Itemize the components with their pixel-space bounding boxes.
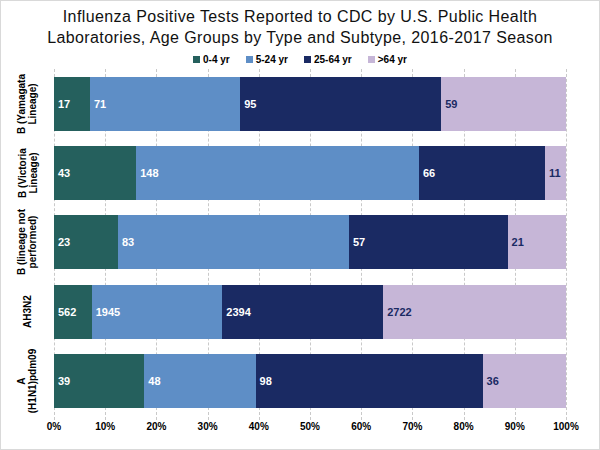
bar-segment: 39 — [54, 354, 144, 408]
y-axis-label: B (Victoria Lineage) — [17, 148, 39, 198]
legend-label: >64 yr — [378, 54, 407, 65]
legend-item: 5-24 yr — [246, 54, 288, 65]
bar-segment-value: 1945 — [92, 306, 120, 318]
x-axis: 0%10%20%30%40%50%60%70%80%90%100% — [54, 421, 566, 437]
bar-segment: 17 — [54, 77, 90, 131]
x-axis-tick-label: 10% — [95, 421, 115, 432]
bar-segment: 11 — [545, 146, 566, 200]
y-axis-label: AH3N2 — [22, 295, 33, 328]
bar-segment-value: 39 — [54, 375, 70, 387]
y-axis-labels: B (Yamagata Lineage) B (Victoria Lineage)… — [1, 69, 54, 416]
bar-segment-value: 71 — [90, 98, 106, 110]
bar-segment-value: 148 — [136, 167, 158, 179]
bar-segment: 21 — [508, 215, 566, 269]
legend-item: 25-64 yr — [304, 54, 352, 65]
plot: 17 71 95 59 43 148 66 11 23 83 57 21 562 1945 2394 2722… — [54, 69, 566, 416]
bar-row: 43 148 66 11 — [54, 138, 566, 207]
legend-swatch-icon — [304, 56, 311, 63]
bar-segment-value: 95 — [240, 98, 256, 110]
bar-segment: 66 — [419, 146, 545, 200]
x-axis-tick-label: 80% — [454, 421, 474, 432]
legend-swatch-icon — [246, 56, 253, 63]
bar-segment-value: 48 — [144, 375, 160, 387]
legend-swatch-icon — [193, 56, 200, 63]
bar-segment: 95 — [240, 77, 441, 131]
bar-row: 39 48 98 36 — [54, 347, 566, 416]
y-axis-label: A (H1N1)pdm09 — [17, 349, 39, 413]
x-axis-tick-label: 50% — [300, 421, 320, 432]
bar-segment-value: 36 — [483, 375, 499, 387]
bar-row: 23 83 57 21 — [54, 208, 566, 277]
x-axis-tick-label: 90% — [505, 421, 525, 432]
stacked-bar: 39 48 98 36 — [54, 354, 566, 408]
chart-title-line1: Influenza Positive Tests Reported to CDC… — [1, 6, 599, 27]
x-axis-tick-label: 70% — [402, 421, 422, 432]
bar-segment-value: 2722 — [383, 306, 411, 318]
bar-segment-value: 83 — [118, 236, 134, 248]
bar-segment-value: 57 — [349, 236, 365, 248]
chart-figure: Influenza Positive Tests Reported to CDC… — [0, 0, 600, 450]
legend-label: 25-64 yr — [314, 54, 352, 65]
bar-segment-value: 43 — [54, 167, 70, 179]
y-axis-label-cell: A (H1N1)pdm09 — [1, 347, 54, 416]
y-axis-label-cell: AH3N2 — [1, 277, 54, 346]
bar-segment-value: 98 — [256, 375, 272, 387]
y-axis-label-cell: B (Yamagata Lineage) — [1, 69, 54, 138]
plot-area: B (Yamagata Lineage) B (Victoria Lineage)… — [1, 69, 600, 416]
y-axis-label-cell: B (lineage not performed) — [1, 208, 54, 277]
bar-segment: 23 — [54, 215, 118, 269]
bar-segment-value: 562 — [54, 306, 76, 318]
bar-segment: 43 — [54, 146, 136, 200]
bar-segment-value: 23 — [54, 236, 70, 248]
bar-segment: 2394 — [222, 285, 383, 339]
bar-segment: 36 — [483, 354, 566, 408]
bar-segment: 2722 — [383, 285, 566, 339]
bar-segment: 71 — [90, 77, 240, 131]
legend-swatch-icon — [368, 56, 375, 63]
bar-segment: 562 — [54, 285, 92, 339]
bar-segment-value: 17 — [54, 98, 70, 110]
bar-row: 562 1945 2394 2722 — [54, 277, 566, 346]
y-axis-label-cell: B (Victoria Lineage) — [1, 138, 54, 207]
chart-title-line2: Laboratories, Age Groups by Type and Sub… — [1, 27, 599, 48]
x-axis-tick-label: 100% — [553, 421, 579, 432]
bar-segment-value: 2394 — [222, 306, 250, 318]
bar-segment: 48 — [144, 354, 255, 408]
bar-segment: 57 — [349, 215, 508, 269]
legend-label: 0-4 yr — [203, 54, 230, 65]
y-axis-label: B (Yamagata Lineage) — [17, 74, 39, 134]
bar-segment: 98 — [256, 354, 483, 408]
x-axis-tick-label: 60% — [351, 421, 371, 432]
legend-item: 0-4 yr — [193, 54, 230, 65]
bar-row: 17 71 95 59 — [54, 69, 566, 138]
bar-segment-value: 59 — [441, 98, 457, 110]
stacked-bar: 562 1945 2394 2722 — [54, 285, 566, 339]
bar-segment: 59 — [441, 77, 566, 131]
bar-segment: 83 — [118, 215, 349, 269]
legend-item: >64 yr — [368, 54, 407, 65]
chart-title: Influenza Positive Tests Reported to CDC… — [1, 6, 599, 48]
x-axis-tick-label: 0% — [47, 421, 61, 432]
bar-segment-value: 21 — [508, 236, 524, 248]
x-axis-tick-label: 20% — [146, 421, 166, 432]
legend: 0-4 yr 5-24 yr 25-64 yr >64 yr — [1, 53, 599, 65]
gridline — [566, 69, 567, 420]
stacked-bar: 43 148 66 11 — [54, 146, 566, 200]
y-axis-label: B (lineage not performed) — [17, 209, 39, 275]
bar-segment: 1945 — [92, 285, 223, 339]
bar-segment-value: 11 — [545, 167, 561, 179]
bar-segment: 148 — [136, 146, 419, 200]
legend-label: 5-24 yr — [256, 54, 288, 65]
x-axis-tick-label: 40% — [249, 421, 269, 432]
bar-segment-value: 66 — [419, 167, 435, 179]
x-axis-tick-label: 30% — [198, 421, 218, 432]
stacked-bar: 23 83 57 21 — [54, 215, 566, 269]
stacked-bar: 17 71 95 59 — [54, 77, 566, 131]
